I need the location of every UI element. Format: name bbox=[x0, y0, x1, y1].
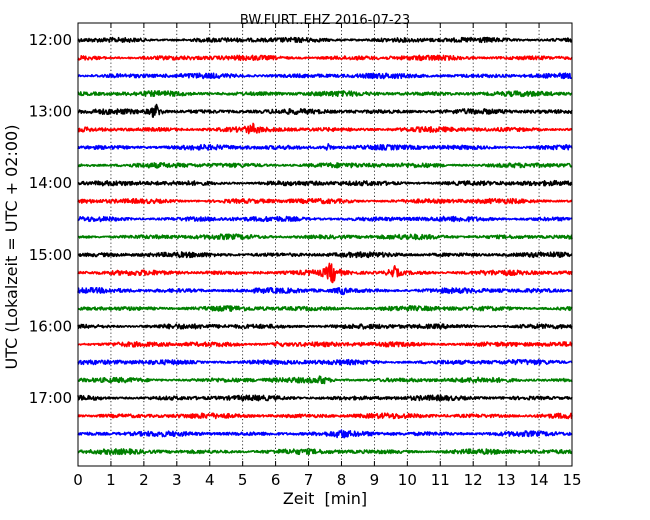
plot-frame bbox=[77, 22, 573, 467]
seismic-trace-1315 bbox=[77, 122, 573, 135]
seismic-trace-1545 bbox=[77, 305, 573, 313]
x-tick-label: 4 bbox=[205, 471, 215, 489]
seismic-trace-1730 bbox=[77, 429, 573, 439]
seismic-trace-1715 bbox=[77, 412, 573, 420]
seismic-trace-1515 bbox=[77, 262, 573, 284]
x-tick-label: 8 bbox=[337, 471, 347, 489]
seismic-trace-1615 bbox=[77, 341, 573, 348]
seismic-trace-1645 bbox=[77, 375, 573, 385]
x-tick-label: 7 bbox=[304, 471, 314, 489]
x-tick-label: 12 bbox=[464, 471, 483, 489]
seismic-trace-1630 bbox=[77, 358, 573, 366]
y-tick-label: 17:00 bbox=[29, 389, 72, 407]
seismic-trace-1745 bbox=[77, 448, 573, 456]
seismic-trace-1415 bbox=[77, 197, 573, 205]
seismic-trace-1530 bbox=[77, 286, 573, 296]
y-tick-label: 12:00 bbox=[29, 31, 72, 49]
seismic-trace-1500 bbox=[77, 251, 573, 259]
y-tick-label: 15:00 bbox=[29, 246, 72, 264]
y-axis-label: UTC (Lokalzeit = UTC + 02:00) bbox=[2, 125, 21, 370]
x-tick-label: 13 bbox=[497, 471, 516, 489]
seismic-trace-1600 bbox=[77, 323, 573, 330]
y-axis-ticks: 12:00 13:00 14:00 15:00 16:00 17:00 bbox=[29, 31, 572, 407]
seismic-trace-1400 bbox=[77, 179, 573, 187]
x-axis-ticks: 0 1 2 3 4 5 6 7 8 9 10 11 12 13 14 15 bbox=[73, 23, 582, 489]
x-tick-label: 11 bbox=[431, 471, 450, 489]
seismic-traces bbox=[77, 36, 573, 456]
x-tick-label: 10 bbox=[398, 471, 417, 489]
y-tick-label: 13:00 bbox=[29, 103, 72, 121]
x-tick-label: 1 bbox=[106, 471, 116, 489]
x-tick-label: 14 bbox=[530, 471, 549, 489]
x-tick-label: 0 bbox=[73, 471, 83, 489]
seismic-trace-1200 bbox=[77, 36, 573, 44]
y-tick-label: 14:00 bbox=[29, 174, 72, 192]
seismic-trace-1700 bbox=[77, 394, 573, 402]
x-tick-label: 3 bbox=[172, 471, 182, 489]
seismic-trace-1300 bbox=[77, 103, 573, 118]
x-tick-label: 15 bbox=[562, 471, 581, 489]
chart-title: BW.FURT..EHZ 2016-07-23 bbox=[240, 13, 410, 28]
seismic-trace-1245 bbox=[77, 90, 573, 98]
x-tick-label: 2 bbox=[139, 471, 149, 489]
seismic-trace-1330 bbox=[77, 143, 573, 151]
x-tick-label: 9 bbox=[370, 471, 380, 489]
x-tick-label: 5 bbox=[238, 471, 248, 489]
x-axis-label: Zeit [min] bbox=[283, 489, 367, 508]
seismic-trace-1230 bbox=[77, 72, 573, 80]
seismic-trace-1215 bbox=[77, 54, 573, 62]
seismic-trace-1345 bbox=[77, 161, 573, 169]
x-tick-label: 6 bbox=[271, 471, 281, 489]
seismic-trace-1445 bbox=[77, 233, 573, 241]
seismic-trace-1430 bbox=[77, 215, 573, 223]
y-tick-label: 16:00 bbox=[29, 317, 72, 335]
